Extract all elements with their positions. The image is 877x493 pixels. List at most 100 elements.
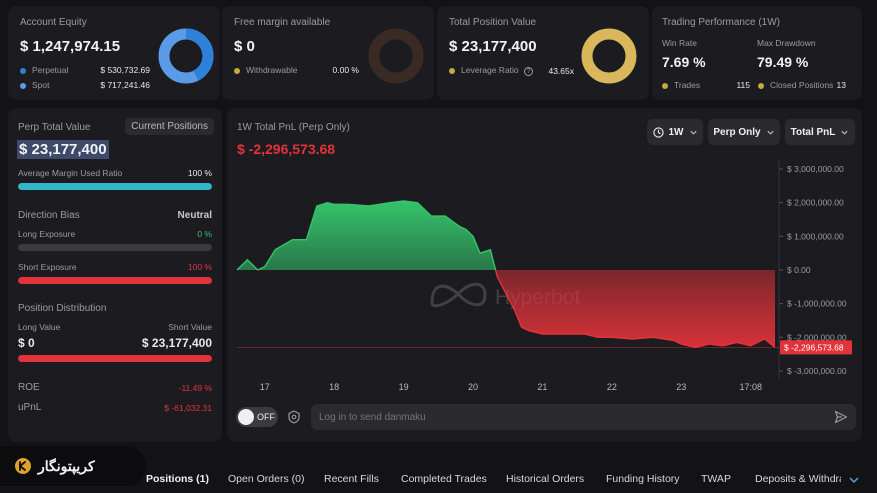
position-value-label: Total Position Value [449,17,537,28]
pnl-area-positive [237,201,775,270]
margin-ratio-label: Average Margin Used Ratio [18,168,123,178]
position-value-amount: $ 23,177,400 [449,38,537,55]
pnl-line-negative [237,270,776,349]
position-value-card: Total Position Value $ 23,177,400 Levera… [437,6,649,100]
long-amount: $ 0 [18,336,35,350]
x-tick-label: 19 [399,382,409,392]
free-margin-value: $ 0 [234,38,255,55]
pnl-chart-panel: 1W Total PnL (Perp Only) $ -2,296,573.68… [227,108,862,442]
short-exposure-value: 100 % [187,262,212,272]
trades-row: Trades 115 [662,80,750,90]
pnl-chart[interactable]: $ 3,000,000.00 $ 2,000,000.00 $ 1,000,000.… [227,153,862,398]
range-select[interactable]: 1W [647,119,703,145]
spot-label: Spot [32,80,50,90]
y-tick-label: $ 0.00 [787,265,811,275]
equity-perpetual-row: Perpetual $ 530,732.69 [20,65,150,75]
tab-funding-history[interactable]: Funding History [606,473,680,485]
help-icon[interactable]: ? [524,67,534,76]
max-drawdown-value: 79.49 % [757,54,809,70]
short-exposure-bar [18,277,212,284]
win-rate-value: 7.69 % [662,54,706,70]
leverage-value: 43.65x [548,65,574,76]
chevron-down-icon[interactable] [848,474,860,486]
distribution-bar [18,355,212,362]
x-tick-label: 23 [676,382,686,392]
chart-title: 1W Total PnL (Perp Only) [237,122,350,133]
equity-spot-row: Spot $ 717,241.46 [20,80,150,90]
total-pnl-select[interactable]: Total PnL [785,119,855,145]
tab-open-orders[interactable]: Open Orders (0) [228,473,305,485]
total-pnl-label: Total PnL [790,126,836,138]
perp-only-label: Perp Only [713,126,761,138]
trading-perf-label: Trading Performance (1W) [662,17,780,28]
withdrawable-value: 0.00 % [332,65,359,75]
bottom-tabs-bar: Positions (1) Open Orders (0) Recent Fil… [0,462,877,493]
tab-completed-trades[interactable]: Completed Trades [401,473,487,485]
tab-deposits-withdrawals[interactable]: Deposits & Withdraw [755,473,841,485]
perp-total-label: Perp Total Value [18,122,91,133]
trades-value: 115 [736,80,750,90]
trades-label: Trades [674,80,701,90]
current-value-tag [780,340,852,355]
y-tick-label: $ 3,000,000.00 [787,164,844,174]
direction-bias-value: Neutral [177,210,212,221]
short-exposure-label: Short Exposure [18,262,77,272]
equity-label: Account Equity [20,17,87,28]
leverage-label: Leverage Ratio [461,65,519,75]
pnl-area-negative [237,270,775,348]
toggle-knob [238,409,254,425]
equity-value: $ 1,247,974.15 [20,38,121,55]
upnl-value: $ -61,032.31 [164,403,212,413]
x-tick-label: 18 [329,382,339,392]
x-tick-label: 17:08 [739,382,762,392]
current-positions-button[interactable]: Current Positions [125,118,214,135]
spot-value: $ 717,241.46 [100,80,150,90]
upnl-label: uPnL [18,402,42,413]
range-select-label: 1W [668,126,684,138]
trades-dot [662,82,668,89]
withdrawable-label: Withdrawable [246,65,298,75]
position-donut [581,28,637,84]
roe-label: ROE [18,382,40,393]
perp-only-select[interactable]: Perp Only [708,119,780,145]
trading-performance-card: Trading Performance (1W) Win Rate 7.69 %… [652,6,862,100]
perpetual-label: Perpetual [32,65,69,75]
danmaku-toggle[interactable]: OFF [236,407,278,427]
free-margin-donut [368,28,424,84]
perp-panel: Perp Total Value Current Positions $ 23,… [8,108,222,442]
danmaku-input-box[interactable] [311,404,856,430]
max-drawdown-label: Max Drawdown [757,38,816,48]
short-amount: $ 23,177,400 [141,336,212,350]
margin-ratio-value: 100 % [187,168,212,178]
x-tick-label: 17 [260,382,270,392]
distribution-short-fill [18,355,212,362]
perpetual-value: $ 530,732.69 [100,65,150,75]
x-tick-label: 21 [537,382,547,392]
brand-badge: کریپتونگار [0,446,146,486]
win-rate-label: Win Rate [662,38,697,48]
shield-settings-icon[interactable] [287,410,301,424]
chevron-down-icon [689,130,697,135]
perpetual-dot [20,67,26,74]
long-exposure-bar [18,244,212,251]
send-icon[interactable] [834,410,848,424]
margin-ratio-bar [18,183,212,190]
tab-recent-fills[interactable]: Recent Fills [324,473,379,485]
tab-twap[interactable]: TWAP [701,473,731,485]
margin-ratio-fill [18,183,212,190]
current-value-tag-label: $ -2,296,573.68 [784,342,844,352]
tab-historical-orders[interactable]: Historical Orders [506,473,585,485]
withdrawable-row: Withdrawable 0.00 % [234,65,359,75]
danmaku-input[interactable] [319,408,819,426]
leverage-dot [449,67,455,74]
closed-dot [758,82,764,89]
y-tick-label: $ -1,000,000.00 [787,299,847,309]
closed-label: Closed Positions [770,80,834,90]
y-tick-label: $ -3,000,000.00 [787,366,847,376]
brand-logo-icon [15,458,31,474]
long-exposure-label: Long Exposure [18,229,76,239]
x-tick-label: 20 [468,382,478,392]
chevron-down-icon [767,130,774,135]
y-tick-label: $ 1,000,000.00 [787,231,844,241]
tab-positions[interactable]: Positions (1) [146,473,210,485]
